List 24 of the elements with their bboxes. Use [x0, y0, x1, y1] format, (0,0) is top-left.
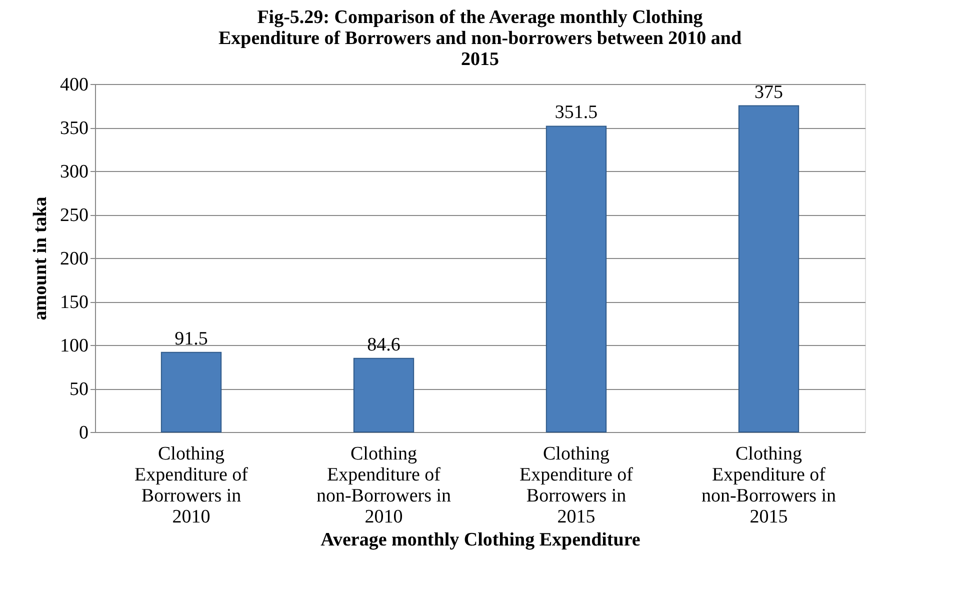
data-label: 91.5 [174, 328, 208, 350]
x-axis-title: Average monthly Clothing Expenditure [320, 530, 640, 550]
y-tick-label: 250 [60, 205, 88, 226]
data-label: 375 [754, 82, 783, 103]
bar [738, 105, 800, 432]
bar [160, 352, 222, 432]
y-axis-title: amount in taka [30, 196, 51, 320]
y-tick-label: 300 [60, 162, 88, 182]
y-tick-label: 400 [60, 74, 88, 96]
x-tick-label: Clothing Expenditure of Borrowers in 2015 [520, 444, 634, 528]
data-label: 351.5 [554, 102, 598, 124]
chart-title: Fig-5.29: Comparison of the Average monthly Clothing Expenditure of Borrowers and non-borrowers between 2010 and 2015 [218, 7, 742, 70]
x-tick-label: Clothing Expenditure of Borrowers in 2010 [134, 444, 249, 528]
y-tick-label: 200 [60, 248, 88, 270]
bar [353, 358, 414, 432]
x-tick-label: Clothing Expenditure of non-Borrowers in 2010 [316, 444, 452, 528]
y-tick-label: 350 [60, 118, 88, 139]
y-tick-label: 50 [70, 379, 88, 400]
y-tick-label: 150 [60, 292, 88, 313]
y-tick-label: 0 [79, 422, 88, 444]
y-tick-label: 100 [60, 336, 88, 356]
x-tick-label: Clothing Expenditure of non-Borrowers in 2015 [701, 444, 837, 528]
bar [546, 126, 607, 432]
data-label: 84.6 [367, 334, 400, 356]
